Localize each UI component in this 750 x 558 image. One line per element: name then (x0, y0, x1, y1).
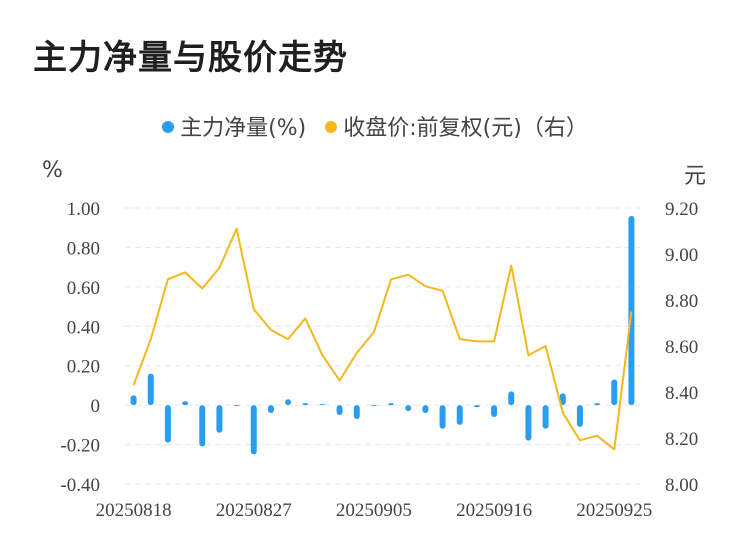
x-tick-label: 20250827 (216, 500, 292, 521)
x-tick-label: 20250818 (96, 500, 172, 521)
y-right-tick-label: 8.20 (665, 429, 698, 450)
y-left-tick-label: 0.60 (67, 278, 100, 299)
legend-dot-icon-bar (162, 121, 175, 133)
y-right-tick-label: 8.40 (665, 383, 698, 404)
chart-title: 主力净量与股价走势 (33, 38, 348, 78)
y-left-tick-label: 0.20 (67, 357, 100, 378)
y-left-tick-label: 0.40 (67, 317, 100, 338)
legend-dot-icon-line (325, 121, 338, 133)
legend-label-close-price: 收盘价:前复权(元)（右） (343, 116, 588, 141)
bar (336, 405, 343, 415)
bar (353, 405, 360, 419)
bar (525, 405, 532, 441)
legend-item-close-price[interactable]: 收盘价:前复权(元)（右） (325, 110, 588, 142)
bar (576, 405, 583, 427)
y-left-tick-label: -0.20 (60, 436, 100, 457)
legend: 主力净量(%) 收盘价:前复权(元)（右） (0, 110, 750, 142)
y-left-tick-label: 0 (91, 396, 101, 417)
bar (250, 405, 257, 455)
bar (611, 379, 618, 406)
bar (388, 403, 395, 406)
x-tick-label: 20250905 (336, 500, 412, 521)
left-axis-unit: % (42, 158, 63, 183)
bar (559, 393, 566, 406)
bar (319, 404, 326, 406)
bar (491, 405, 498, 417)
bar (456, 405, 463, 425)
bar (422, 405, 429, 414)
bar (302, 403, 309, 406)
bar (285, 399, 292, 406)
bar (542, 405, 549, 429)
bar (405, 405, 412, 412)
y-right-tick-label: 9.20 (665, 199, 698, 220)
bar (147, 373, 154, 406)
bar (216, 405, 223, 433)
x-tick-label: 20250916 (456, 500, 532, 521)
bar (267, 405, 274, 414)
y-right-tick-label: 8.00 (665, 475, 698, 496)
bar (439, 405, 446, 429)
y-left-tick-label: 1.00 (67, 199, 100, 220)
y-left-tick-label: -0.40 (60, 475, 100, 496)
bar (199, 405, 206, 447)
bar (508, 391, 515, 406)
price-line (132, 227, 633, 451)
bar (130, 395, 137, 406)
bar (182, 401, 189, 406)
bar (233, 405, 240, 407)
y-right-tick-label: 9.00 (665, 245, 698, 266)
right-axis-unit: 元 (684, 164, 707, 189)
bar (594, 403, 601, 406)
bar (164, 405, 171, 443)
x-tick-label: 20250925 (576, 500, 652, 521)
bar (370, 405, 377, 407)
y-left-tick-label: 0.80 (67, 238, 100, 259)
y-right-tick-label: 8.80 (665, 291, 698, 312)
bar (628, 215, 635, 406)
legend-label-main-force: 主力净量(%) (180, 116, 307, 141)
bar (473, 405, 480, 408)
legend-item-main-force[interactable]: 主力净量(%) (162, 110, 306, 142)
y-right-tick-label: 8.60 (665, 337, 698, 358)
